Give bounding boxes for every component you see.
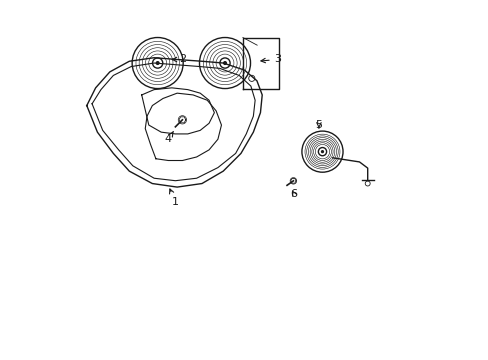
Text: 4: 4 xyxy=(164,131,173,144)
Text: 2: 2 xyxy=(172,54,185,64)
Text: 1: 1 xyxy=(169,189,179,207)
Text: 6: 6 xyxy=(290,189,297,199)
Circle shape xyxy=(223,61,226,65)
Text: 5: 5 xyxy=(315,120,322,130)
Circle shape xyxy=(320,150,324,153)
Circle shape xyxy=(155,61,160,65)
Text: 3: 3 xyxy=(261,54,281,64)
